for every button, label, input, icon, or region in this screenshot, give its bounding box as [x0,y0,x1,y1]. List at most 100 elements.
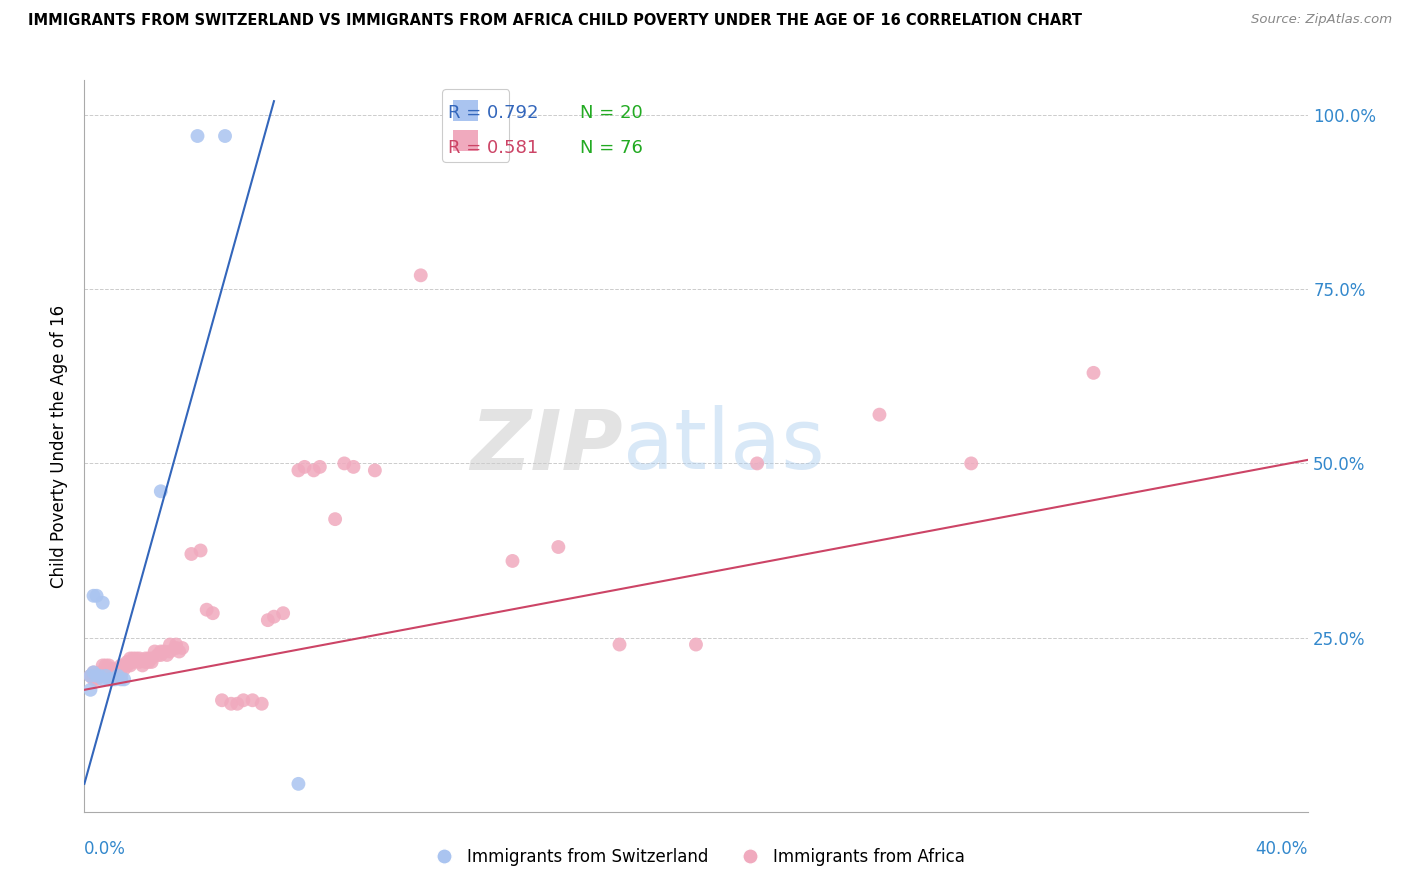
Point [115,658,138,673]
Point [125,651,148,665]
Point [83,665,105,680]
Point [869,408,891,422]
Point [91,669,114,683]
Point [107,669,129,683]
Point [138,655,160,669]
Point [219,697,242,711]
Point [141,651,163,665]
Text: R = 0.581: R = 0.581 [447,138,538,157]
Point [960,457,983,471]
Point [287,463,309,477]
Point [79,682,101,697]
Point [165,638,187,652]
Point [89,669,111,683]
Point [257,613,280,627]
Point [302,463,325,477]
Point [110,658,132,673]
Point [131,658,153,673]
Text: atlas: atlas [623,406,824,486]
Point [143,644,166,658]
Point [333,457,356,471]
Point [83,589,105,603]
Point [242,693,264,707]
Y-axis label: Child Poverty Under the Age of 16: Child Poverty Under the Age of 16 [51,304,69,588]
Point [135,655,157,669]
Point [214,128,236,143]
Point [153,644,176,658]
Legend: Immigrants from Switzerland, Immigrants from Africa: Immigrants from Switzerland, Immigrants … [420,841,972,873]
Point [190,543,212,558]
Point [89,669,111,683]
Point [342,459,364,474]
Point [685,638,707,652]
Point [364,463,387,477]
Point [138,651,160,665]
Point [115,655,138,669]
Point [86,589,108,603]
Point [97,673,120,687]
Point [91,658,114,673]
Point [141,655,163,669]
Point [128,655,150,669]
Point [609,638,631,652]
Point [89,665,111,680]
Point [122,655,145,669]
Point [271,606,294,620]
Point [167,644,190,658]
Point [101,673,124,687]
Text: N = 20: N = 20 [579,104,643,122]
Point [97,669,120,683]
Point [250,697,273,711]
Point [135,651,157,665]
Point [287,777,309,791]
Point [104,669,127,683]
Point [110,669,132,683]
Point [308,459,330,474]
Point [112,662,135,676]
Point [159,644,181,658]
Point [110,673,132,687]
Point [201,606,224,620]
Point [294,459,316,474]
Point [104,673,127,687]
Point [86,669,108,683]
Point [104,665,127,680]
Point [146,648,169,662]
Point [226,697,249,711]
Point [107,665,129,680]
Point [120,651,142,665]
Text: R = 0.792: R = 0.792 [447,104,538,122]
Text: N = 76: N = 76 [579,138,643,157]
Point [112,673,135,687]
Point [94,658,117,673]
Point [1083,366,1105,380]
Point [156,648,179,662]
Point [97,658,120,673]
Point [91,673,114,687]
Point [101,662,124,676]
Text: Source: ZipAtlas.com: Source: ZipAtlas.com [1251,13,1392,27]
Point [232,693,254,707]
Point [86,673,108,687]
Point [91,596,114,610]
Point [211,693,233,707]
Point [172,640,194,655]
Point [323,512,346,526]
Point [94,665,117,680]
Point [83,665,105,680]
Point [747,457,769,471]
Point [180,547,202,561]
Point [149,484,172,499]
Point [112,658,135,673]
Text: ZIP: ZIP [470,406,623,486]
Point [79,669,101,683]
Point [165,640,187,655]
Text: 0.0%: 0.0% [84,839,127,857]
Point [120,658,142,673]
Point [263,609,285,624]
Point [547,540,569,554]
Point [149,644,172,658]
Point [159,638,181,652]
Point [186,128,208,143]
Point [409,268,432,283]
